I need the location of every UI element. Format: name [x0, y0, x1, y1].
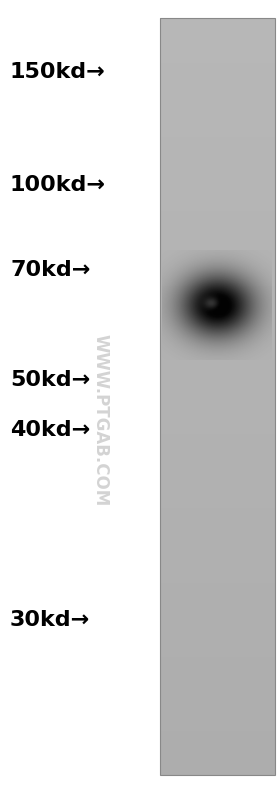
Text: 150kd→: 150kd→ — [10, 62, 106, 82]
Text: WWW.PTGAB.COM: WWW.PTGAB.COM — [91, 334, 109, 506]
Text: 40kd→: 40kd→ — [10, 420, 90, 440]
Bar — [160, 18, 275, 775]
Text: 70kd→: 70kd→ — [10, 260, 90, 280]
Text: 100kd→: 100kd→ — [10, 175, 106, 195]
Text: 30kd→: 30kd→ — [10, 610, 90, 630]
Text: 50kd→: 50kd→ — [10, 370, 90, 390]
